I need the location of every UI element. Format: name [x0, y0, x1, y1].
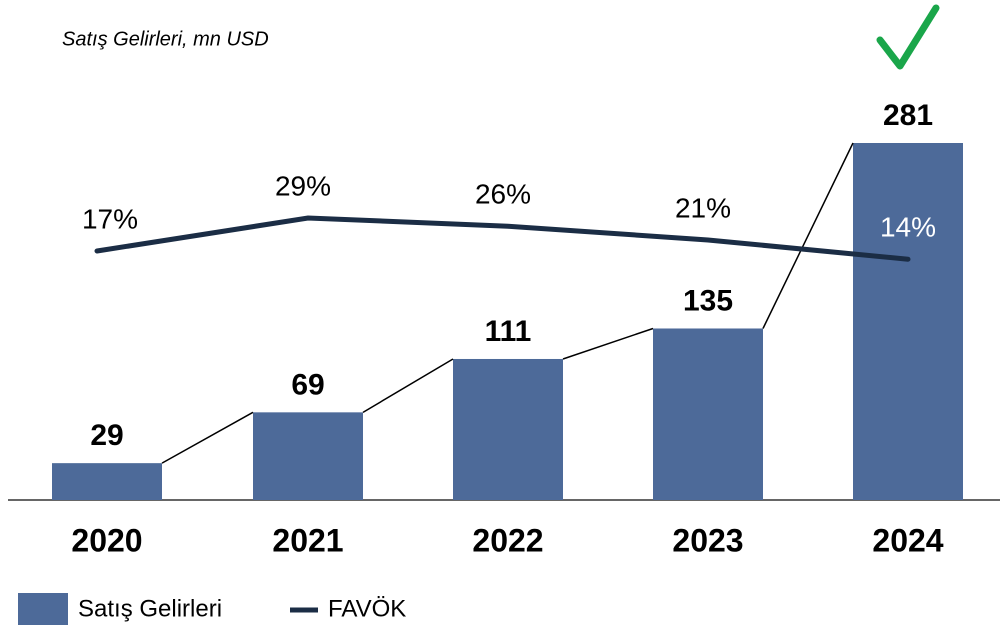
bar-value-label: 135 [683, 284, 733, 317]
line-value-label: 21% [675, 192, 731, 223]
legend-label: FAVÖK [328, 595, 406, 622]
x-tick-label: 2020 [71, 522, 142, 558]
check-icon [876, 4, 940, 70]
line-value-label: 17% [82, 203, 138, 234]
bar-value-label: 281 [883, 99, 933, 132]
bar [52, 463, 162, 500]
line-value-label: 29% [275, 170, 331, 201]
bar-value-label: 29 [90, 419, 123, 452]
x-tick-label: 2022 [472, 522, 543, 558]
line-value-label: 26% [475, 179, 531, 210]
x-tick-label: 2023 [672, 522, 743, 558]
bar-value-label: 69 [291, 368, 324, 401]
line-value-label: 14% [880, 212, 936, 243]
chart-title: Satış Gelirleri, mn USD [62, 28, 269, 50]
x-tick-label: 2024 [872, 522, 943, 558]
legend-label: Satış Gelirleri [78, 595, 222, 622]
connector-line [161, 411, 254, 464]
x-tick-label: 2021 [272, 522, 343, 558]
connector-line [562, 327, 654, 360]
bar [653, 328, 763, 500]
bar [853, 143, 963, 500]
connector-line [762, 142, 854, 329]
legend-swatch [18, 593, 68, 625]
bar [453, 358, 563, 500]
bar-value-label: 111 [485, 315, 532, 348]
line-series [94, 215, 911, 262]
connector-line [362, 358, 454, 413]
bar [253, 412, 363, 500]
